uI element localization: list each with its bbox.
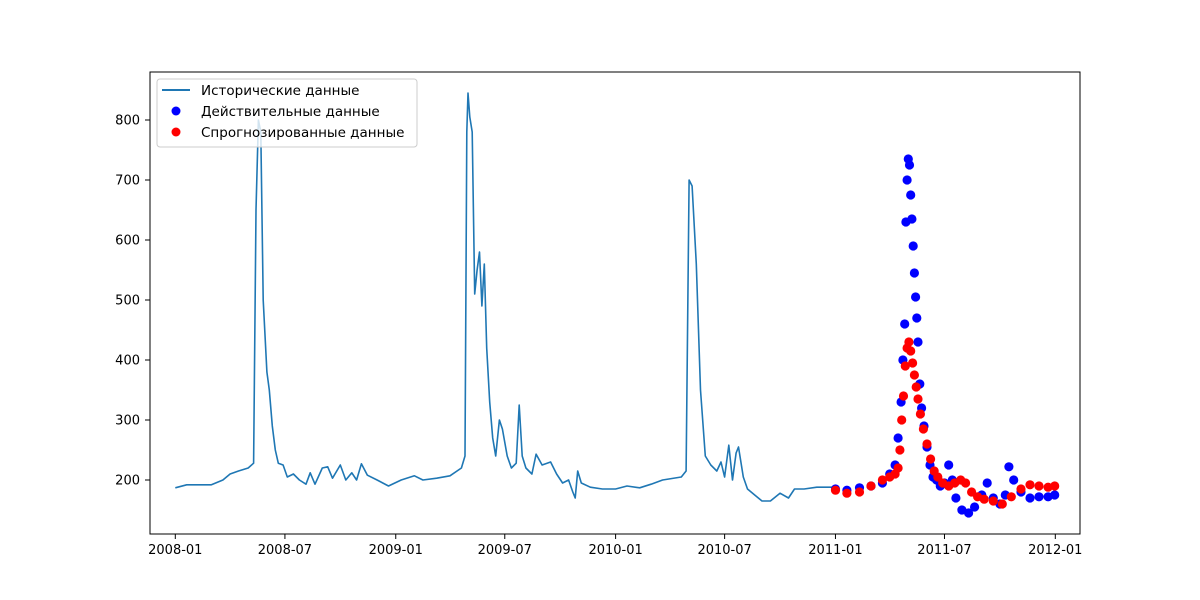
data-point (902, 175, 912, 185)
data-point (893, 463, 903, 473)
data-point (906, 346, 916, 356)
y-tick-label: 300 (115, 414, 140, 429)
data-point (1025, 480, 1035, 490)
y-tick-label: 400 (115, 354, 140, 369)
data-point (970, 502, 980, 512)
data-point (911, 292, 921, 302)
x-tick-label: 2011-01 (808, 543, 862, 558)
y-axis: 200 300 400 500 600 700 800 (115, 114, 150, 489)
data-point (1050, 490, 1060, 500)
data-point (904, 160, 915, 170)
data-point (1009, 475, 1019, 485)
data-point (1050, 481, 1060, 491)
legend-actual-marker-icon (171, 106, 181, 116)
x-tick-label: 2009-01 (369, 543, 423, 558)
x-tick-label: 2009-07 (478, 543, 532, 558)
data-point (895, 445, 905, 455)
data-point (909, 268, 920, 278)
y-tick-label: 600 (115, 234, 140, 249)
data-point (900, 319, 910, 329)
data-point (922, 439, 932, 449)
legend: Исторические данные Действительные данны… (156, 78, 418, 148)
x-tick-label: 2008-07 (258, 543, 312, 558)
axes-background (150, 72, 1080, 534)
data-point (1004, 462, 1014, 472)
data-point (900, 361, 910, 371)
data-point (964, 508, 974, 518)
data-point (904, 337, 914, 347)
axes-frame (149, 71, 1081, 535)
data-point (911, 382, 921, 392)
data-point (979, 494, 989, 504)
data-point (951, 493, 961, 503)
data-point (907, 214, 917, 224)
data-point (926, 454, 936, 464)
x-tick-label: 2012-01 (1028, 543, 1082, 558)
historical-line (175, 92, 835, 502)
data-point (1025, 493, 1035, 503)
data-point (1034, 492, 1044, 502)
data-point (898, 391, 909, 401)
x-tick-label: 2008-01 (148, 543, 202, 558)
data-point (897, 415, 907, 425)
data-point (893, 433, 903, 443)
data-point (909, 370, 920, 380)
data-point (997, 499, 1007, 509)
data-point (1034, 481, 1044, 491)
data-point (842, 488, 852, 498)
data-point (906, 190, 916, 200)
data-point (854, 487, 865, 497)
data-point (908, 358, 918, 368)
y-tick-label: 700 (115, 174, 140, 189)
data-point (988, 496, 998, 506)
data-point (913, 337, 923, 347)
x-tick-label: 2010-07 (697, 543, 751, 558)
legend-forecast-marker-icon (171, 127, 181, 137)
x-tick-label: 2010-01 (588, 543, 642, 558)
data-point (961, 478, 971, 488)
x-tick-label: 2011-07 (917, 543, 971, 558)
plot-area (149, 71, 1081, 535)
legend-actual-label: Действительные данные (201, 104, 380, 120)
data-point (913, 394, 923, 404)
data-point (866, 481, 876, 491)
data-point (912, 313, 922, 323)
data-point (915, 409, 926, 419)
legend-historical-label: Исторические данные (201, 83, 359, 99)
data-point (982, 478, 992, 488)
historical-series (175, 92, 835, 502)
data-point (1016, 484, 1026, 494)
data-point (830, 485, 841, 495)
y-tick-label: 200 (115, 474, 140, 489)
data-point (908, 241, 918, 251)
forecast-series (830, 337, 1060, 509)
legend-forecast-label: Спрогнозированные данные (201, 125, 404, 141)
legend-box (156, 78, 418, 148)
data-point (1006, 492, 1016, 502)
y-tick-label: 500 (115, 294, 140, 309)
data-point (918, 424, 929, 434)
data-point (944, 460, 954, 470)
data-point (877, 475, 888, 485)
x-axis: 2008-01 2008-07 2009-01 2009-07 2010-01 2010-… (148, 534, 1082, 558)
y-tick-label: 800 (115, 114, 140, 129)
